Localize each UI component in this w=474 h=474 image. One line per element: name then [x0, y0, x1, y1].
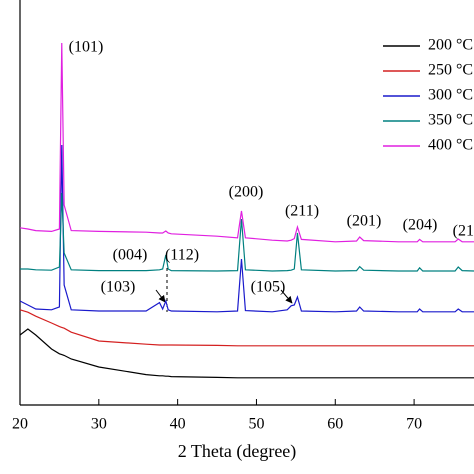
peak-label: (101)	[69, 39, 104, 56]
peak-label: (105)	[251, 279, 286, 296]
series-line	[20, 192, 474, 272]
peak-label: (103)	[101, 279, 136, 296]
peak-label: (004)	[113, 247, 148, 264]
arrow	[280, 289, 293, 304]
x-tick-label: 20	[12, 416, 28, 433]
arrow	[155, 289, 166, 303]
legend-label: 250 °C	[428, 62, 473, 79]
peak-label: (200)	[229, 184, 264, 201]
legend-label: 300 °C	[428, 87, 473, 104]
x-axis-label: 2 Theta (degree)	[178, 441, 297, 462]
x-tick-label: 40	[170, 416, 186, 433]
series-line	[19, 309, 474, 347]
peak-label: (112)	[165, 247, 199, 264]
x-tick-label: 70	[406, 416, 422, 433]
x-tick-label: 30	[91, 416, 107, 433]
peak-label: (201)	[347, 213, 382, 230]
legend-label: 350 °C	[428, 112, 473, 129]
x-tick-label: 50	[248, 416, 264, 433]
series-line	[19, 42, 474, 243]
peak-label: (211)	[285, 203, 319, 220]
peak-label: (204)	[403, 217, 438, 234]
series-line	[19, 144, 474, 313]
series-line	[19, 328, 474, 379]
legend-label: 200 °C	[428, 37, 473, 54]
legend-label: 400 °C	[428, 137, 473, 154]
peak-label: (215)	[453, 223, 474, 240]
x-tick-label: 60	[327, 416, 343, 433]
